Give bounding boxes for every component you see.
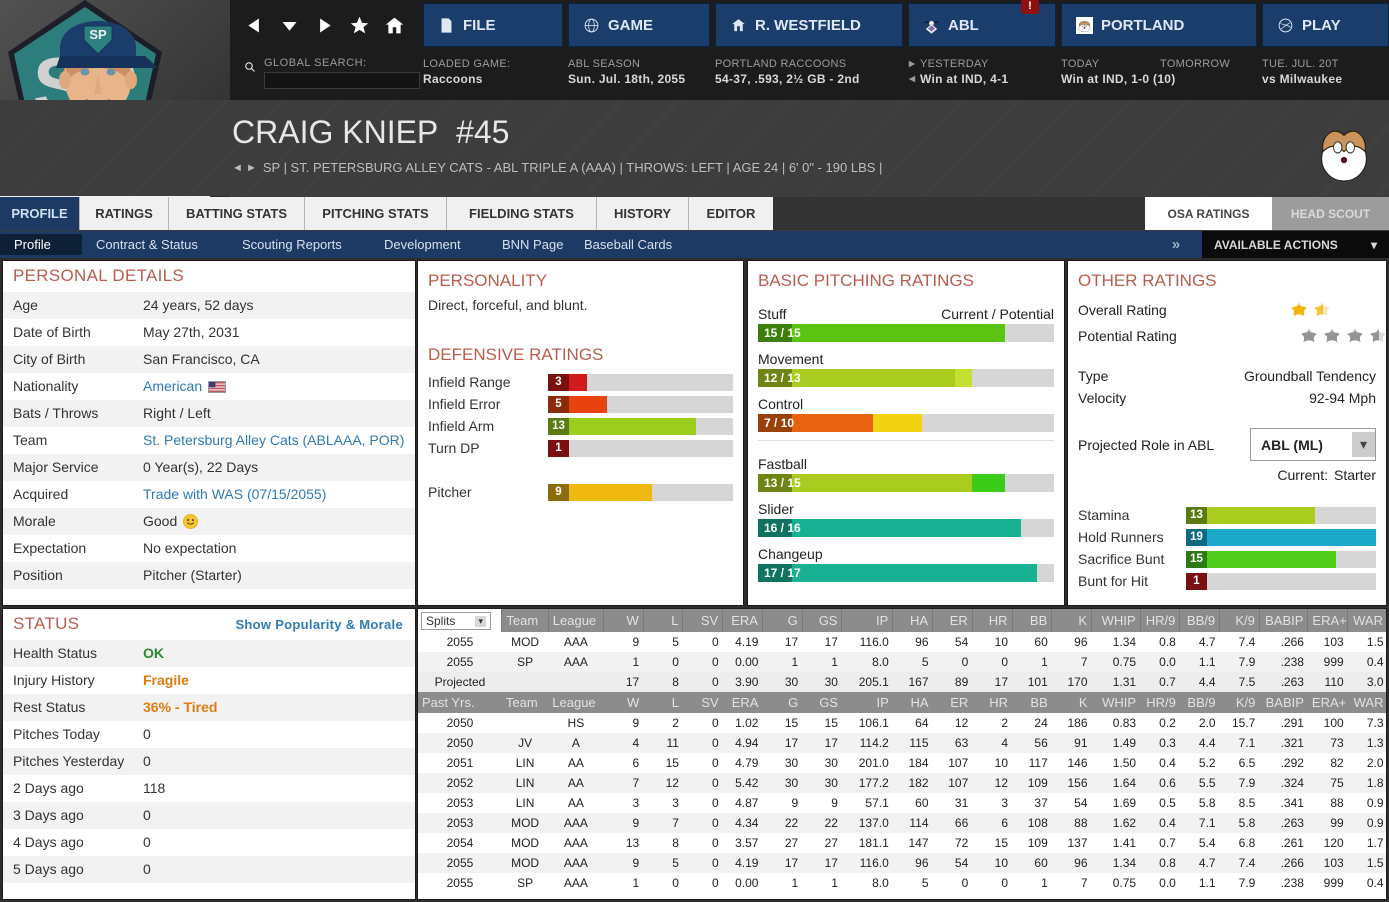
svg-text:SP: SP [89,27,107,42]
